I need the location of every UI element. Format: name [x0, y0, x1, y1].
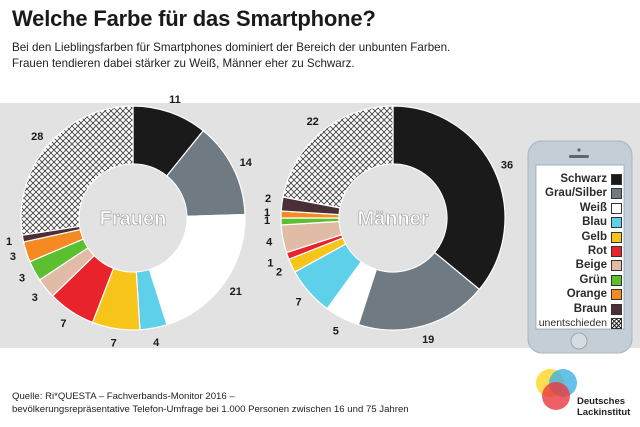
legend-swatch-beige [611, 260, 622, 272]
data-label-frauen-orange: 3 [10, 251, 16, 263]
legend-item-grau-silber: Grau/Silber [532, 186, 628, 200]
phone-home-button-icon [570, 332, 588, 350]
data-label-maenner-blau: 7 [295, 296, 301, 308]
legend-swatch-braun [611, 303, 622, 315]
phone-speaker-icon [569, 155, 589, 158]
data-label-maenner-beige: 4 [266, 237, 273, 249]
legend-item-beige: Beige [532, 258, 628, 272]
donut-hole-maenner [339, 164, 447, 272]
phone-legend-frame [527, 140, 633, 354]
logo-text-line-1: Deutsches [577, 396, 626, 407]
donut-hole-frauen [79, 164, 187, 272]
legend-item-rot: Rot [532, 244, 628, 258]
legend-label-blau: Blau [582, 216, 607, 229]
source-line-1: Quelle: Ri*QUESTA – Fachverbands-Monitor… [12, 391, 235, 402]
legend-item-orange: Orange [532, 287, 628, 301]
data-label-frauen-grau-silber: 14 [240, 157, 253, 169]
legend-label-braun: Braun [573, 302, 607, 315]
phone-camera-icon [577, 148, 581, 152]
source-line-2: bevölkerungsrepräsentative Telefon-Umfra… [12, 404, 409, 415]
center-label-maenner: Männer [357, 208, 428, 230]
slice-maenner-grau-silber [357, 251, 481, 331]
legend-label-beige: Beige [575, 259, 607, 272]
legend-label-gelb: Gelb [581, 230, 607, 243]
data-label-frauen-schwarz: 11 [169, 94, 181, 106]
legend-item-unentschieden: unentschieden [532, 316, 628, 330]
legend-item-gelb: Gelb [532, 230, 628, 244]
legend-swatch-schwarz [611, 174, 622, 185]
data-label-frauen-unentschieden: 28 [31, 131, 43, 143]
legend-label-orange: Orange [566, 288, 607, 301]
legend-label-schwarz: Schwarz [560, 173, 607, 185]
data-label-maenner-rot: 1 [267, 258, 273, 270]
legend-label-grau-silber: Grau/Silber [545, 187, 607, 200]
legend-item-gruen: Grün [532, 273, 628, 287]
legend-swatch-rot [611, 246, 622, 257]
data-label-maenner-weiss: 5 [333, 325, 339, 337]
lackinstitut-logo-icon [536, 369, 577, 410]
slice-maenner-unentschieden [282, 105, 394, 209]
legend-item-braun: Braun [532, 302, 628, 316]
slice-maenner-schwarz [392, 105, 506, 291]
data-label-frauen-beige: 3 [32, 292, 38, 304]
data-label-frauen-weiss: 21 [230, 286, 242, 298]
legend-swatch-unentschieden [611, 318, 622, 329]
legend-swatch-grau-silber [611, 188, 622, 200]
chart-title: Welche Farbe für das Smartphone? [12, 6, 376, 31]
legend-label-unentschieden: unentschieden [538, 317, 607, 329]
subtitle-line-1: Bei den Lieblingsfarben für Smartphones … [12, 41, 451, 54]
data-label-frauen-gelb: 7 [111, 338, 117, 350]
data-label-frauen-braun: 1 [6, 236, 12, 248]
legend-label-weiss: Weiß [579, 201, 607, 214]
data-label-maenner-gelb: 2 [276, 267, 282, 279]
data-label-maenner-unentschieden: 22 [307, 116, 319, 128]
data-label-maenner-gruen: 1 [264, 215, 270, 227]
legend-swatch-gruen [611, 274, 622, 286]
slice-frauen-unentschieden [20, 105, 134, 236]
legend-label-gruen: Grün [579, 273, 607, 286]
legend-swatch-orange [611, 289, 622, 301]
data-label-maenner-schwarz: 36 [501, 159, 513, 171]
legend-swatch-weiss [611, 202, 622, 214]
data-label-frauen-gruen: 3 [19, 273, 25, 285]
legend-label-rot: Rot [587, 245, 607, 257]
data-label-maenner-orange: 1 [264, 207, 270, 219]
center-label-frauen: Frauen [100, 208, 167, 230]
legend-swatch-gelb [611, 231, 622, 243]
slice-frauen-weiss [148, 213, 246, 326]
data-label-frauen-blau: 4 [153, 337, 160, 349]
legend-swatch-blau [611, 217, 622, 229]
data-label-frauen-rot: 7 [60, 318, 66, 330]
data-label-maenner-braun: 2 [265, 193, 271, 205]
legend-item-schwarz: Schwarz [532, 172, 628, 186]
legend-item-weiss: Weiß [532, 201, 628, 215]
legend-item-blau: Blau [532, 215, 628, 229]
data-label-maenner-grau-silber: 19 [422, 334, 434, 346]
subtitle-line-2: Frauen tendieren dabei stärker zu Weiß, … [12, 57, 355, 70]
logo-text-line-2: Lackinstitut [577, 407, 631, 418]
